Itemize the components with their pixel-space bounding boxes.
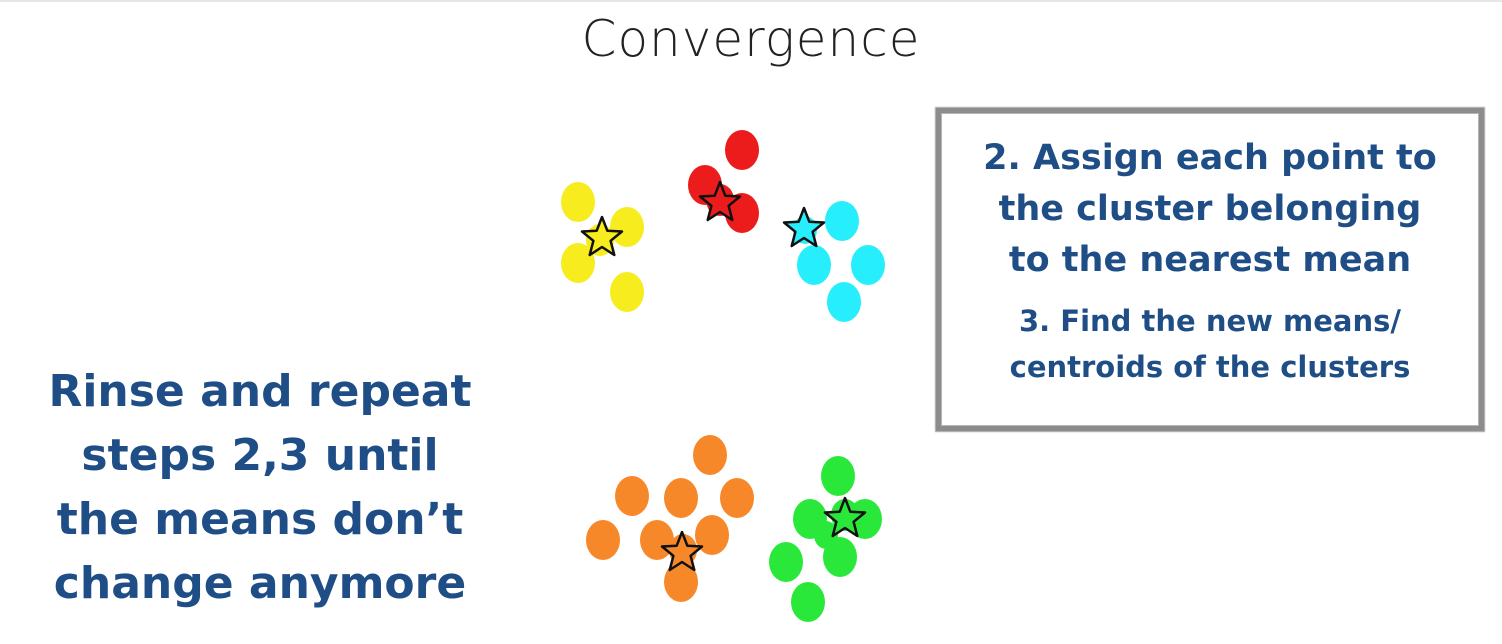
step-2-text: 2. Assign each point to the cluster belo…	[941, 133, 1479, 286]
cluster-red	[688, 130, 759, 233]
point-green	[769, 542, 803, 582]
step-3-line: 3. Find the new means/	[941, 298, 1479, 344]
step-2-line: 2. Assign each point to	[941, 133, 1479, 184]
point-orange	[640, 520, 674, 560]
step-2-line: the cluster belonging	[941, 184, 1479, 235]
point-green	[821, 456, 855, 496]
step-2-line: to the nearest mean	[941, 235, 1479, 286]
cluster-green	[769, 456, 882, 622]
point-orange	[664, 478, 698, 518]
step-3-line: centroids of the clusters	[941, 344, 1479, 390]
steps-box: 2. Assign each point to the cluster belo…	[936, 108, 1484, 431]
point-orange	[720, 478, 754, 518]
point-cyan	[797, 245, 831, 285]
point-red	[725, 130, 759, 170]
instruction-line: change anymore	[0, 552, 520, 616]
step-3-text: 3. Find the new means/ centroids of the …	[941, 298, 1479, 390]
point-cyan	[827, 282, 861, 322]
cluster-orange	[586, 435, 754, 602]
instruction-line: steps 2,3 until	[0, 424, 520, 488]
point-cyan	[825, 201, 859, 241]
point-yellow	[610, 272, 644, 312]
instruction-line: the means don’t	[0, 488, 520, 552]
point-yellow	[610, 207, 644, 247]
point-orange	[586, 520, 620, 560]
instruction-line: Rinse and repeat	[0, 360, 520, 424]
point-green	[791, 582, 825, 622]
point-yellow	[561, 182, 595, 222]
repeat-instruction: Rinse and repeat steps 2,3 until the mea…	[0, 360, 520, 616]
point-orange	[693, 435, 727, 475]
point-cyan	[851, 245, 885, 285]
point-orange	[615, 476, 649, 516]
